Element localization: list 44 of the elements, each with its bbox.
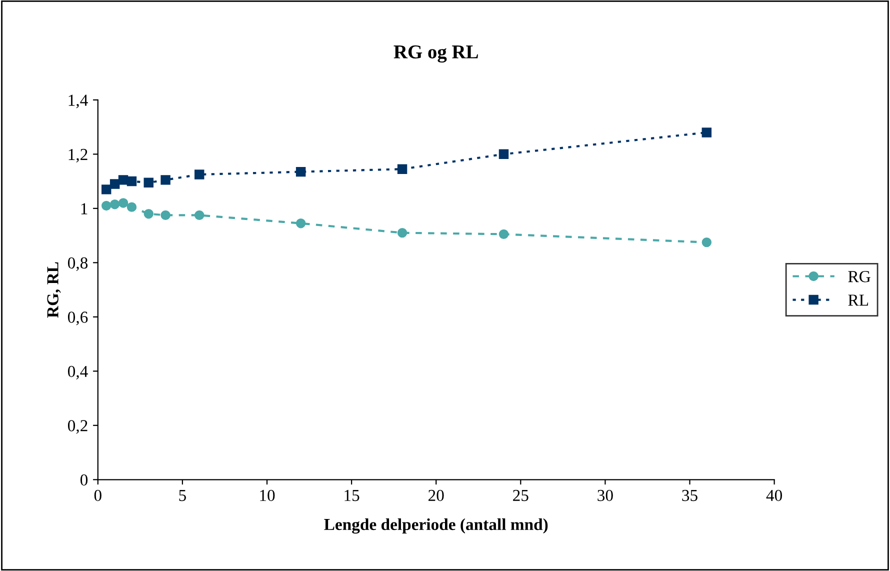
point [397,228,408,238]
point [397,164,408,174]
x-tick-label: 35 [682,490,698,502]
point [296,218,306,228]
y-tick-label: 1,4 [68,94,88,108]
y-tick-label: 0,2 [68,420,88,434]
legend-label: RG [848,271,870,282]
point [110,179,120,189]
x-tick-label: 30 [598,490,613,502]
point [101,200,112,211]
point [160,210,170,220]
point [110,199,120,210]
y-tick-label: 0,8 [68,257,88,272]
point [126,176,137,186]
x-tick-label: 0 [94,490,102,502]
x-tick-label: 20 [428,490,444,502]
legend-label: RL [848,294,868,306]
point [118,198,128,208]
point [194,170,204,180]
point [194,210,204,220]
y-tick-label: 1 [81,203,88,214]
y-tick-label: 0 [80,474,88,486]
x-tick-label: 25 [513,490,528,502]
x-tick-label: 40 [766,490,782,502]
point [144,178,154,188]
point [101,184,112,194]
y-tick-label: 1,2 [68,148,88,163]
y-axis-title: RG, RL [47,262,61,318]
point [160,175,170,185]
point [498,149,509,160]
point [702,128,712,138]
y-tick-label: 0,6 [68,312,88,326]
chart-title: RG og RL [394,45,478,63]
x-tick-label: 15 [344,490,360,502]
point [126,202,137,212]
x-axis-title: Lengde delperiode (antall mnd) [324,518,548,534]
y-tick-label: 0,4 [68,366,88,380]
point [702,237,712,248]
x-tick-label: 10 [260,490,275,502]
point [118,175,128,185]
point [498,229,509,240]
x-tick-label: 5 [179,490,186,502]
point [144,208,154,219]
point [296,166,306,177]
